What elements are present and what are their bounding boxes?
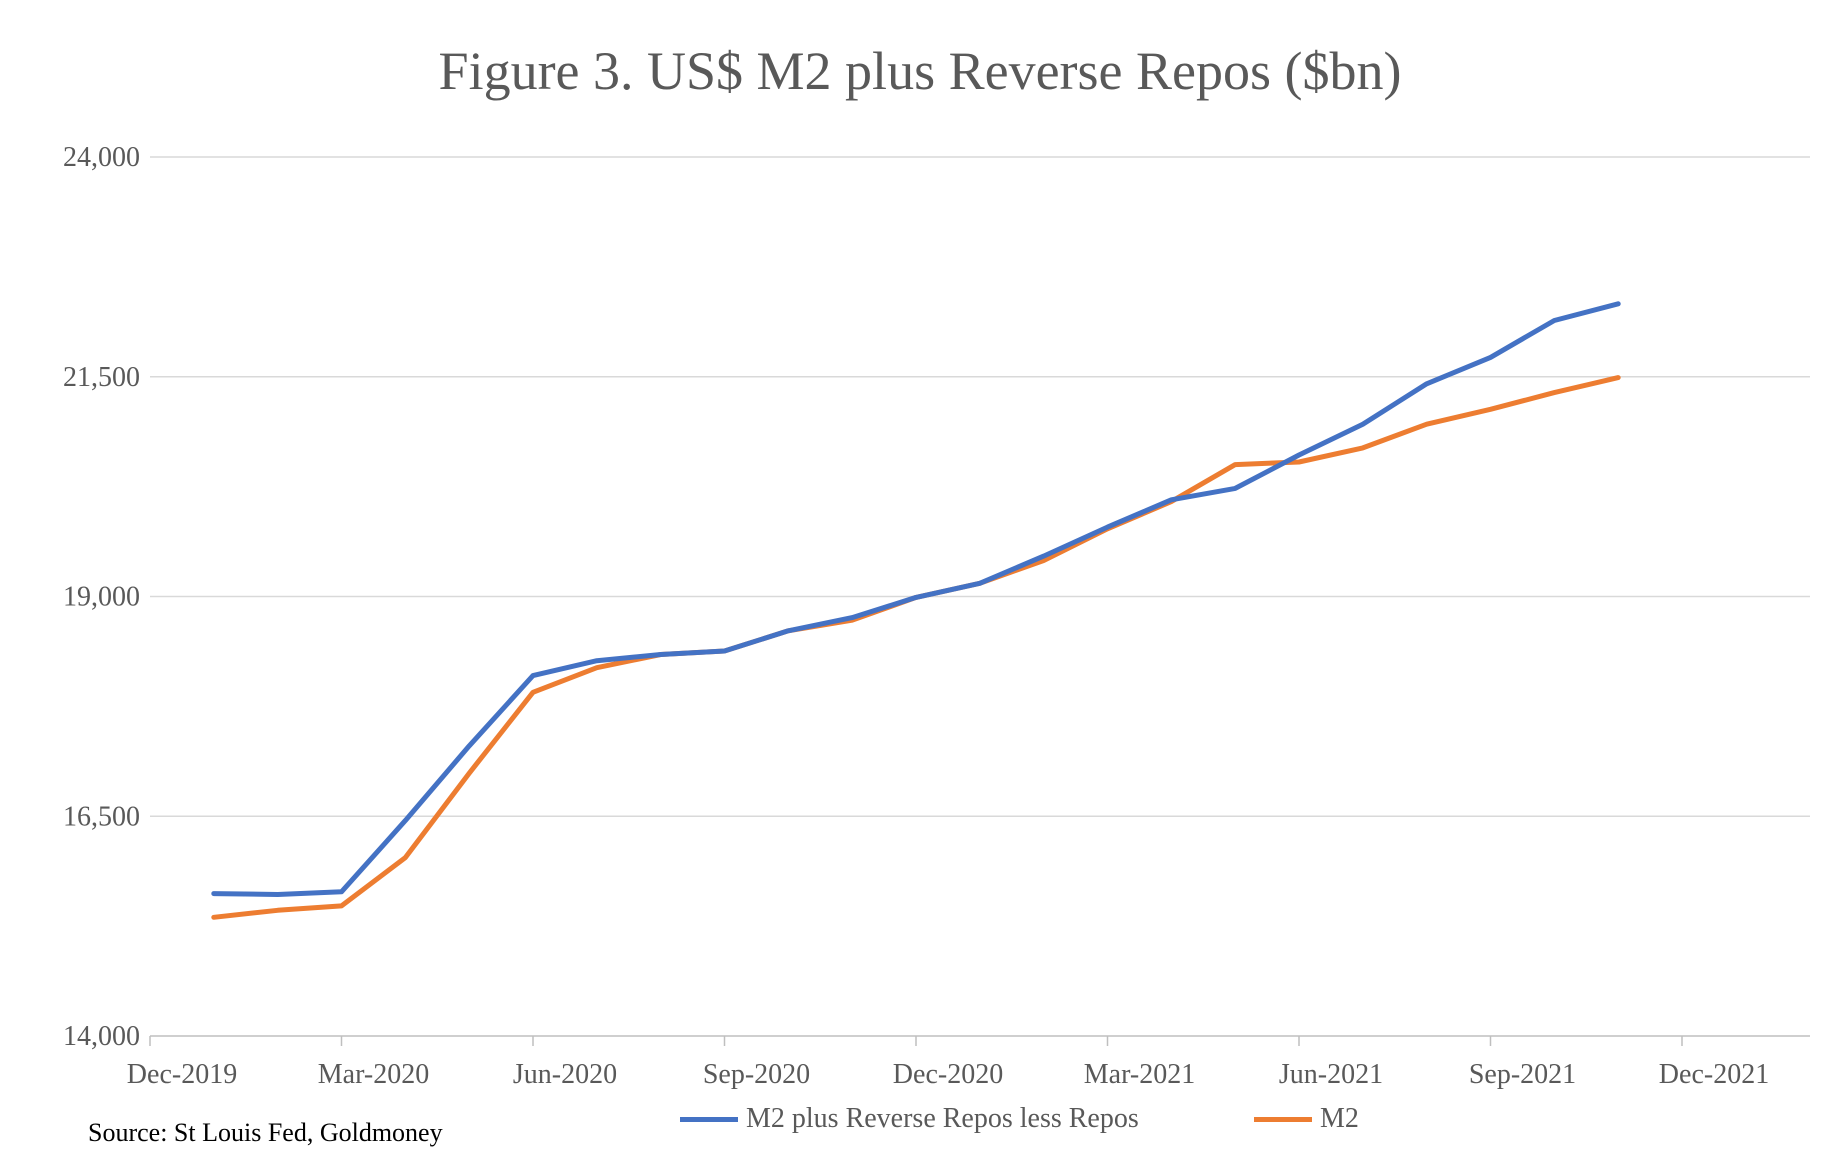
y-tick-label: 19,000 (63, 582, 140, 613)
y-tick-label: 24,000 (63, 142, 140, 173)
y-tick-label: 21,500 (63, 362, 140, 393)
legend-swatch-blue (680, 1116, 738, 1122)
x-tick-label: Jun-2021 (1279, 1059, 1383, 1090)
x-tick-label: Dec-2019 (127, 1059, 237, 1090)
x-tick-label: Mar-2021 (1084, 1059, 1195, 1090)
chart-title: Figure 3. US$ M2 plus Reverse Repos ($bn… (438, 41, 1402, 101)
source-note: Source: St Louis Fed, Goldmoney (88, 1118, 443, 1147)
x-axis (149, 1035, 1810, 1046)
legend-label: M2 (1320, 1103, 1359, 1134)
y-tick-label: 16,500 (63, 801, 140, 832)
x-tick-label: Mar-2020 (318, 1059, 429, 1090)
x-tick-label: Dec-2020 (893, 1059, 1003, 1090)
series-line-m2-plus-reverse-repos-less-repos (211, 301, 1621, 897)
legend-label: M2 plus Reverse Repos less Repos (746, 1103, 1139, 1134)
x-axis-labels: Dec-2019 Mar-2020 Jun-2020 Sep-2020 Dec-2020… (127, 1059, 1769, 1090)
legend-item-m2-plus-reverse-repos: M2 plus Reverse Repos less Repos (680, 1103, 1139, 1135)
legend-swatch-orange (1254, 1116, 1312, 1122)
x-tick-label: Dec-2021 (1659, 1059, 1769, 1090)
x-tick-label: Jun-2020 (513, 1059, 617, 1090)
x-tick-label: Sep-2020 (703, 1059, 810, 1090)
series-line-m2 (211, 375, 1621, 920)
series-lines (211, 301, 1621, 920)
legend-item-m2: M2 (1254, 1103, 1359, 1135)
x-tick-label: Sep-2021 (1469, 1059, 1576, 1090)
gridlines (150, 156, 1810, 817)
y-axis-labels: 24,000 21,500 19,000 16,500 14,000 (63, 142, 140, 1052)
y-tick-label: 14,000 (63, 1021, 140, 1052)
